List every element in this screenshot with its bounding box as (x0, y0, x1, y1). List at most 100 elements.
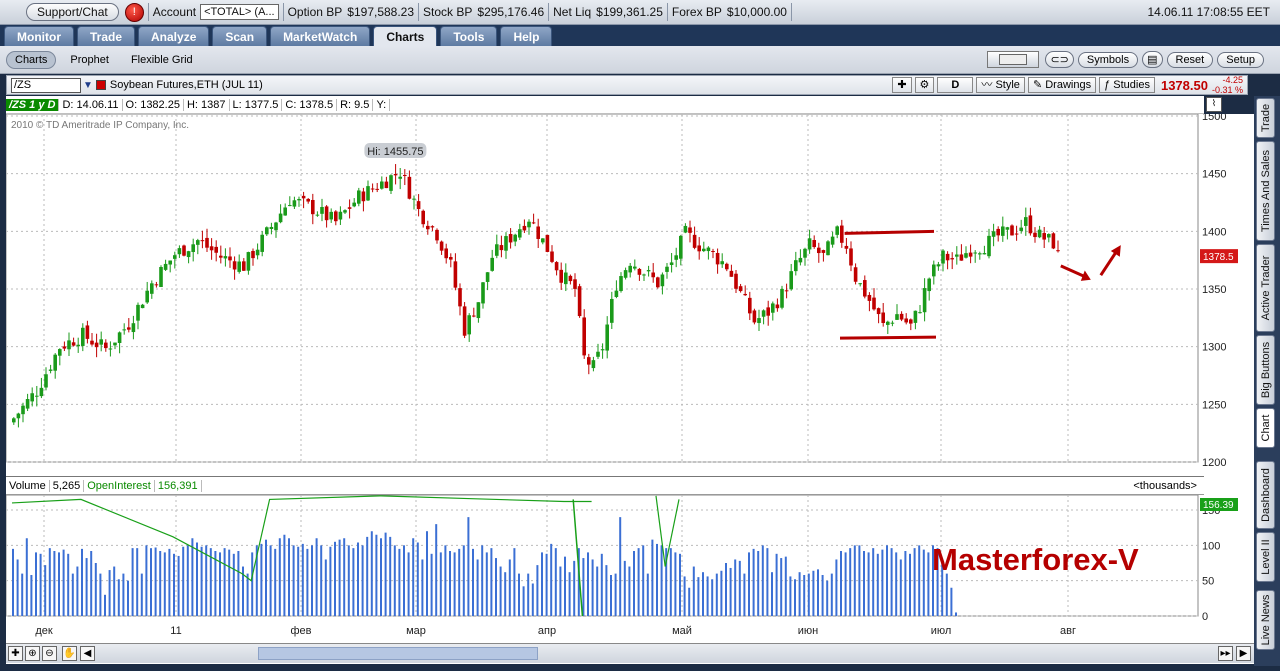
candle-body (94, 342, 99, 348)
side-tab-dashboard[interactable]: Dashboard (1256, 461, 1275, 529)
candle-body (527, 221, 531, 228)
side-tab-trade[interactable]: Trade (1256, 98, 1275, 138)
side-tab-chart[interactable]: Chart (1256, 408, 1275, 448)
candle-body (991, 231, 996, 237)
tab-scan[interactable]: Scan (212, 26, 268, 46)
candle-body (458, 288, 462, 307)
crosshair-icon[interactable]: ✚ (892, 77, 912, 93)
tab-marketwatch[interactable]: MarketWatch (270, 26, 371, 46)
candle-body (35, 395, 39, 397)
volume-tick-label: 50 (1202, 576, 1214, 588)
month-label: 11 (170, 625, 181, 637)
tab-charts[interactable]: Charts (373, 26, 438, 46)
period-select[interactable]: D (937, 77, 974, 93)
oi-drop (572, 499, 584, 617)
scroll-end-icon[interactable]: ▸▸ (1218, 646, 1233, 661)
candle-body (628, 265, 632, 273)
side-tab-big-buttons[interactable]: Big Buttons (1256, 335, 1275, 405)
candle-body (366, 186, 370, 201)
candle-body (858, 283, 862, 285)
candle-body (44, 374, 48, 388)
candle-body (122, 329, 126, 331)
candle-body (352, 202, 356, 207)
tab-trade[interactable]: Trade (77, 26, 136, 46)
link-icon[interactable]: ⊂⊃ (1045, 51, 1074, 68)
wrench-icon[interactable]: ⚙ (914, 77, 935, 93)
zoom-out-icon[interactable]: ⊖ (42, 646, 57, 661)
tab-analyze[interactable]: Analyze (138, 26, 210, 46)
studies-icon: ƒ (1104, 79, 1111, 91)
drawings-button[interactable]: ✎ Drawings (1027, 77, 1097, 93)
candle-body (25, 399, 30, 409)
symbol-input[interactable]: /ZS (11, 77, 81, 93)
candle-body (775, 304, 780, 309)
side-tab-level-ii[interactable]: Level II (1256, 532, 1275, 582)
side-tab-times-and-sales[interactable]: Times And Sales (1256, 141, 1275, 241)
candle-body (812, 240, 816, 248)
candle-body (191, 244, 195, 253)
side-tab-live-news[interactable]: Live News (1256, 590, 1275, 650)
symbols-button[interactable]: Symbols (1077, 51, 1139, 68)
tab-tools[interactable]: Tools (440, 26, 498, 46)
scroll-left-icon[interactable]: ◀ (80, 646, 95, 661)
candle-body (490, 257, 494, 271)
zoom-in-icon[interactable]: ⊕ (25, 646, 40, 661)
account-select[interactable]: <TOTAL> (A... (200, 4, 279, 20)
chart-area[interactable]: дек 11 фев мар апр май июн июл авг 1200 1250 1300 13… (6, 114, 1254, 664)
scroll-thumb[interactable] (258, 647, 538, 660)
candle-body (1014, 233, 1019, 235)
candle-body (260, 234, 264, 252)
candle-body (545, 234, 550, 252)
crosshair-tool-icon[interactable]: ✚ (8, 646, 23, 661)
candle-body (329, 211, 333, 220)
ohlc-high: H: 1387 (184, 98, 230, 111)
tab-help[interactable]: Help (500, 26, 553, 46)
side-tab-label: Level II (1259, 539, 1272, 575)
chart-scrollbar[interactable]: ✚ ⊕ ⊖ ✋ ◀ ▸▸ ▶ (6, 643, 1254, 663)
candle-body (987, 235, 991, 257)
drawings-label: Drawings (1045, 79, 1092, 91)
candle-body (467, 315, 471, 335)
symbol-dropdown-icon[interactable]: ▼ (83, 79, 93, 91)
alert-icon[interactable]: ! (124, 2, 144, 22)
print-icon[interactable]: ▤ (1142, 51, 1163, 68)
side-tab-active-trader[interactable]: Active Trader (1256, 244, 1275, 332)
scroll-right-icon[interactable]: ▶ (1236, 646, 1251, 661)
side-tab-label: Times And Sales (1259, 149, 1272, 233)
candle-body (789, 271, 793, 290)
month-label: июл (931, 625, 952, 637)
layout-selector[interactable] (987, 51, 1040, 68)
candle-body (656, 277, 660, 288)
color-link-icon[interactable] (95, 80, 106, 90)
candle-body (614, 290, 619, 297)
candle-body (136, 304, 140, 321)
reset-button[interactable]: Reset (1166, 51, 1214, 68)
tab-monitor[interactable]: Monitor (4, 26, 74, 46)
candle-body (306, 198, 310, 202)
setup-button[interactable]: Setup (1217, 51, 1264, 68)
candle-body (403, 174, 407, 176)
studies-button[interactable]: ƒ Studies (1099, 77, 1155, 93)
price-tag-box (1200, 249, 1238, 264)
subtab-flexible-grid[interactable]: Flexible Grid (130, 53, 193, 66)
pan-hand-icon[interactable]: ✋ (62, 646, 77, 661)
style-button[interactable]: 〰 Style (976, 77, 1025, 93)
candle-body (881, 312, 885, 324)
down-arrow-head (1080, 270, 1091, 281)
subtab-prophet[interactable]: Prophet (70, 53, 109, 66)
candle-body (752, 310, 757, 323)
candle-body (886, 321, 890, 325)
ohlc-y: Y: (373, 98, 391, 111)
month-label: авг (1060, 625, 1076, 637)
candle-body (734, 273, 738, 289)
candle-body (830, 236, 835, 245)
style-label: Style (995, 79, 1020, 91)
candle-body (642, 274, 646, 276)
volume-header: Volume 5,265 OpenInterest 156,391 <thous… (6, 476, 1204, 495)
subtab-charts[interactable]: Charts (6, 50, 57, 69)
support-chat-button[interactable]: Support/Chat (26, 3, 119, 21)
chart-type-icon[interactable]: ⌇ (1206, 97, 1222, 112)
candle-body (600, 349, 605, 351)
candle-body (853, 267, 858, 282)
price-pane (6, 114, 1199, 463)
